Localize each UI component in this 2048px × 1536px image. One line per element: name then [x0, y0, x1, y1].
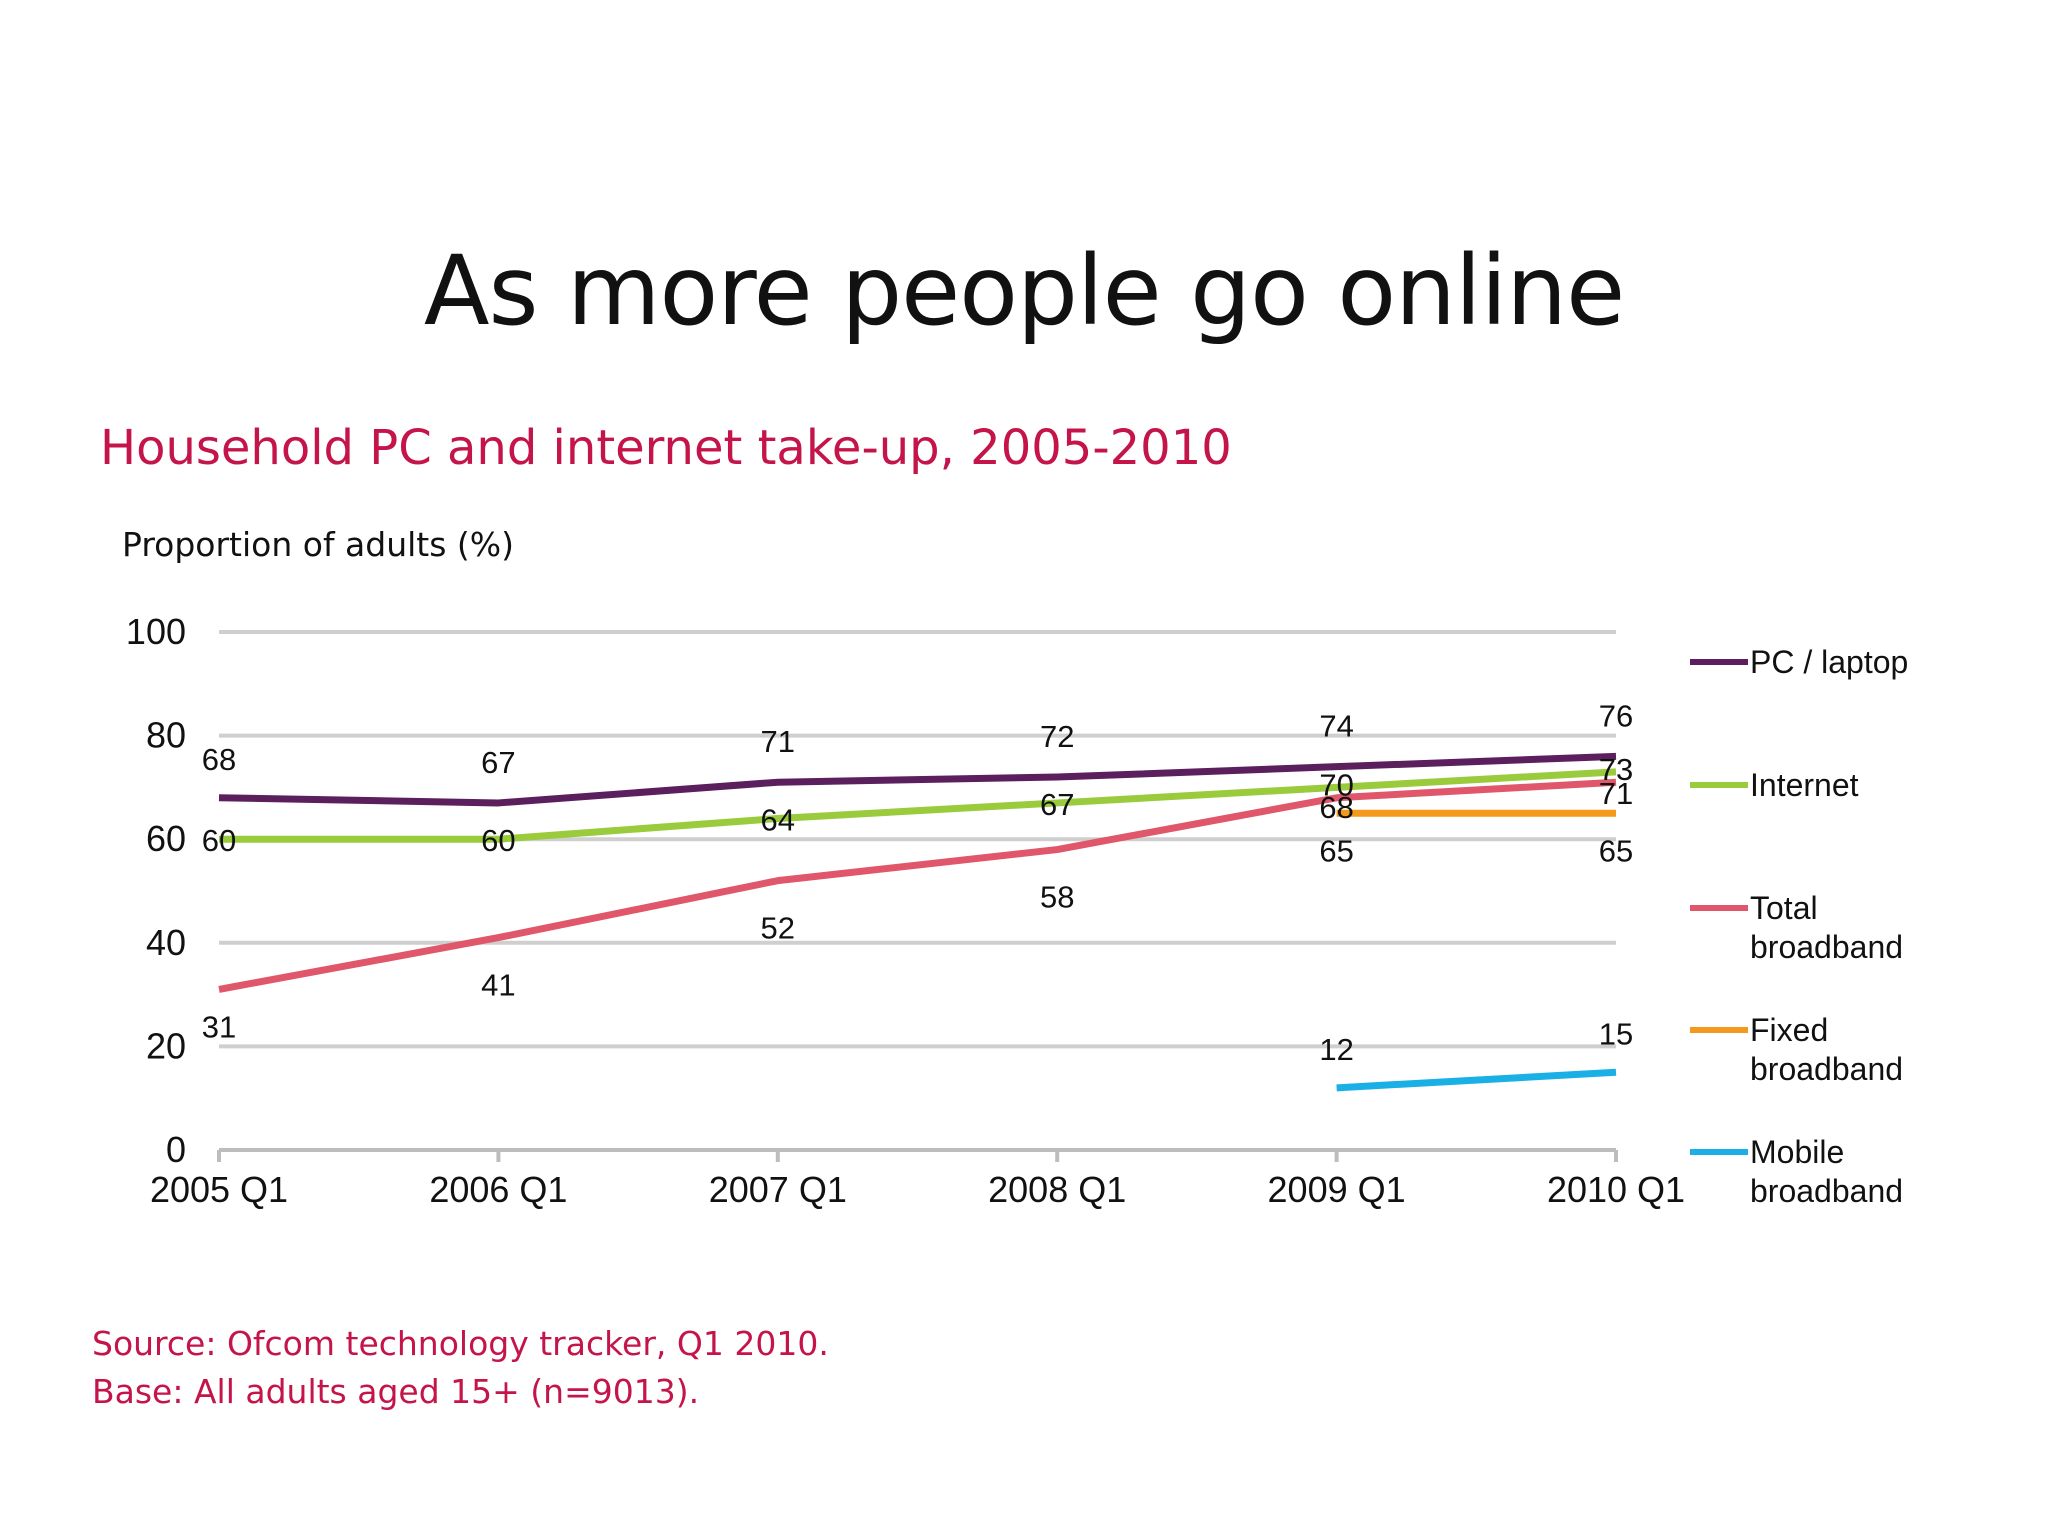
chart-title: Household PC and internet take-up, 2005-… [100, 420, 1232, 476]
y-tick-label: 20 [146, 1025, 186, 1066]
series-line [218, 752, 1617, 807]
data-label: 41 [481, 968, 515, 1003]
y-axis-title: Proportion of adults (%) [122, 525, 515, 564]
data-label: 60 [481, 823, 515, 858]
legend-label: Total broadband [1750, 890, 1903, 965]
legend-label: PC / laptop [1750, 644, 1908, 680]
series-line [219, 768, 1617, 843]
series-line [218, 778, 1617, 993]
legend-label: Internet [1750, 767, 1859, 803]
data-label: 72 [1040, 719, 1074, 754]
y-tick-label: 0 [166, 1129, 186, 1170]
data-label: 60 [202, 823, 236, 858]
y-tick-label: 80 [146, 715, 186, 756]
source-line: Source: Ofcom technology tracker, Q1 201… [92, 1324, 829, 1363]
data-label: 52 [761, 911, 795, 946]
data-label: 68 [1319, 790, 1353, 825]
data-label: 73 [1599, 752, 1633, 787]
y-tick-label: 60 [146, 818, 186, 859]
x-tick-label: 2008 Q1 [988, 1169, 1126, 1210]
legend-label: Mobile broadband [1750, 1134, 1903, 1209]
data-label: 64 [761, 802, 795, 837]
data-label: 67 [1040, 787, 1074, 822]
slide-title: As more people go online [423, 235, 1625, 347]
data-label: 71 [761, 724, 795, 759]
base-line: Base: All adults aged 15+ (n=9013). [92, 1372, 700, 1411]
data-label: 31 [202, 1009, 236, 1044]
data-label: 71 [1599, 776, 1633, 811]
source-note: Source: Ofcom technology tracker, Q1 201… [92, 1320, 829, 1416]
x-tick-label: 2009 Q1 [1268, 1169, 1406, 1210]
data-label: 12 [1319, 1032, 1353, 1067]
series-line [1336, 1068, 1617, 1092]
x-tick-label: 2007 Q1 [709, 1169, 847, 1210]
data-label: 15 [1599, 1016, 1633, 1051]
data-label: 65 [1319, 833, 1353, 868]
data-label: 58 [1040, 880, 1074, 915]
data-label: 70 [1319, 767, 1353, 802]
data-label: 68 [202, 742, 236, 777]
legend-label: Fixed broadband [1750, 1012, 1903, 1087]
x-tick-label: 2005 Q1 [150, 1169, 288, 1210]
y-tick-label: 100 [126, 611, 186, 652]
x-tick-label: 2010 Q1 [1547, 1169, 1685, 1210]
data-label: 74 [1319, 709, 1353, 744]
data-label: 65 [1599, 833, 1633, 868]
x-tick-label: 2006 Q1 [429, 1169, 567, 1210]
data-label: 67 [481, 745, 515, 780]
y-tick-label: 40 [146, 922, 186, 963]
data-label: 76 [1599, 698, 1633, 733]
